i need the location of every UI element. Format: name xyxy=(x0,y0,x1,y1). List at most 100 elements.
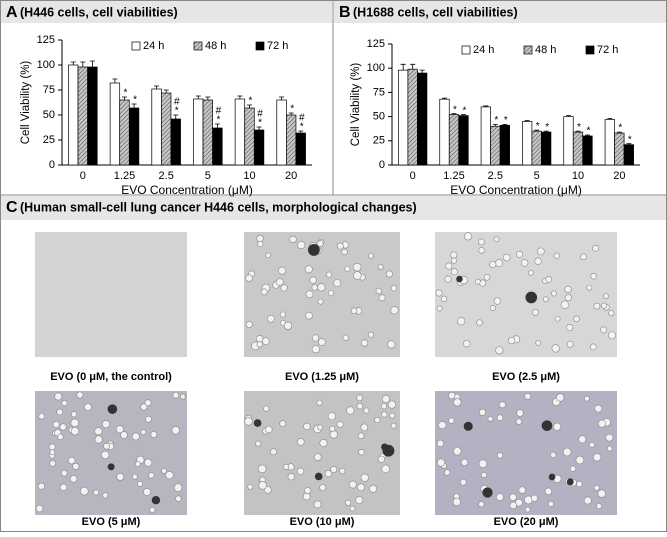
significance-marker: * xyxy=(175,106,179,117)
cell xyxy=(453,398,462,407)
dark-cell xyxy=(107,404,118,414)
dark-cell xyxy=(566,478,574,486)
cell xyxy=(262,337,270,345)
cell xyxy=(377,264,384,270)
dark-cell xyxy=(307,244,320,256)
error-bar xyxy=(441,97,447,100)
error-bar xyxy=(205,96,211,100)
cell xyxy=(360,473,369,482)
panel-letter: C xyxy=(6,199,18,216)
cell xyxy=(593,302,601,310)
cell xyxy=(35,504,44,513)
cell xyxy=(260,288,268,296)
cell xyxy=(329,425,336,432)
cell xyxy=(545,276,552,283)
cell xyxy=(103,442,110,450)
cell xyxy=(390,284,398,292)
significance-marker: # xyxy=(299,113,305,124)
cell xyxy=(244,417,253,426)
significance-marker: * xyxy=(577,122,581,133)
cell xyxy=(311,284,318,291)
cell xyxy=(476,319,483,326)
significance-marker: * xyxy=(628,134,632,145)
error-bar xyxy=(112,78,118,83)
cell xyxy=(319,438,328,447)
dark-cell xyxy=(107,463,115,471)
cell xyxy=(453,447,462,456)
bar xyxy=(604,119,615,166)
legend-label: 72 h xyxy=(597,44,618,56)
bar xyxy=(193,98,204,166)
cell xyxy=(496,452,504,459)
cell xyxy=(161,468,167,474)
cell xyxy=(297,240,306,250)
micrograph xyxy=(435,232,617,357)
y-tick-label: 0 xyxy=(379,159,385,171)
cell xyxy=(57,433,64,440)
cell xyxy=(601,302,608,309)
micrograph xyxy=(244,232,400,357)
cell xyxy=(278,266,287,275)
cell xyxy=(120,431,128,439)
cell xyxy=(578,435,587,444)
cell xyxy=(550,451,557,459)
cell xyxy=(478,246,485,254)
cell xyxy=(131,432,140,441)
dark-cell xyxy=(463,421,473,431)
cell xyxy=(360,339,369,347)
error-bar xyxy=(214,123,220,128)
cell xyxy=(493,297,502,305)
bar xyxy=(128,107,140,166)
y-tick-label: 100 xyxy=(37,59,55,71)
cell xyxy=(444,469,451,476)
error-bar xyxy=(122,96,127,100)
cell xyxy=(245,321,253,328)
legend-swatch xyxy=(461,45,471,55)
y-axis-label: Cell Viability (%) xyxy=(20,61,32,145)
cell xyxy=(309,276,317,284)
x-tick-label: 5 xyxy=(205,170,211,182)
cell xyxy=(534,257,542,265)
significance-marker: * xyxy=(216,115,220,126)
cell xyxy=(380,403,388,410)
panel-header xyxy=(334,1,666,23)
image-label: EVO (2.5 μM) xyxy=(492,371,560,383)
panel-letter: B xyxy=(339,4,351,21)
cell xyxy=(255,440,262,447)
cell xyxy=(387,400,396,409)
error-bar xyxy=(154,85,160,89)
error-bar xyxy=(89,60,95,67)
significance-marker: * xyxy=(453,104,457,115)
cell xyxy=(150,431,158,438)
bar xyxy=(151,88,162,166)
cell xyxy=(115,425,124,434)
significance-marker: * xyxy=(618,123,622,134)
cell xyxy=(143,487,151,496)
x-tick-label: 2.5 xyxy=(159,170,174,182)
bar xyxy=(458,115,469,166)
x-axis-label: EVO Concentration (μM) xyxy=(450,183,582,197)
cell xyxy=(436,458,446,467)
dark-cell xyxy=(253,419,262,427)
cell xyxy=(573,315,580,323)
cell xyxy=(352,262,362,272)
dark-cell xyxy=(482,487,493,498)
cell xyxy=(448,417,455,424)
bar xyxy=(276,99,287,166)
cell xyxy=(381,394,390,403)
cell xyxy=(172,391,180,399)
bar xyxy=(541,131,552,166)
micrographs xyxy=(35,232,617,515)
significance-marker: * xyxy=(587,126,591,137)
image-label: EVO (20 μM) xyxy=(494,516,559,528)
cell xyxy=(59,483,68,491)
cell xyxy=(341,248,348,256)
x-axis-label: EVO Concentration (μM) xyxy=(121,183,253,197)
cell xyxy=(554,315,561,322)
y-tick-label: 0 xyxy=(49,159,55,171)
y-tick-label: 75 xyxy=(373,86,385,98)
x-tick-label: 10 xyxy=(572,170,584,182)
legend-label: 72 h xyxy=(267,40,288,52)
cell xyxy=(532,308,539,316)
cell xyxy=(263,485,272,494)
